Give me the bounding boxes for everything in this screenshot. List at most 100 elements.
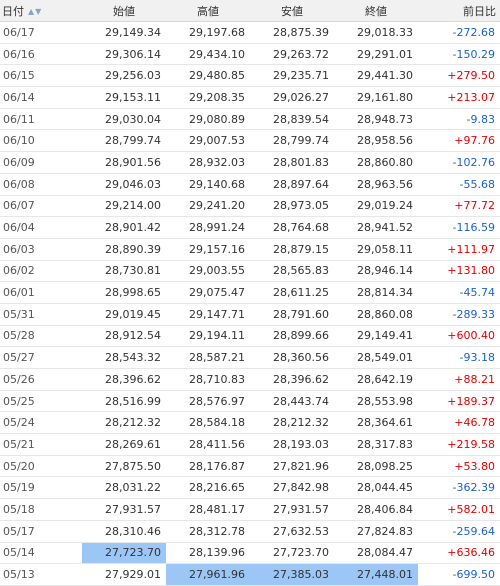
- date-cell[interactable]: 06/08: [0, 173, 82, 196]
- table-row[interactable]: 05/24 28,212.32 28,584.18 28,212.32 28,364.6…: [0, 411, 500, 435]
- close-price-cell[interactable]: 28,549.01: [334, 346, 418, 369]
- high-price-cell[interactable]: 28,932.03: [166, 151, 250, 174]
- date-cell[interactable]: 05/21: [0, 433, 82, 456]
- close-price-cell[interactable]: 28,941.52: [334, 216, 418, 239]
- open-price-cell[interactable]: 27,723.70: [82, 542, 166, 565]
- low-price-cell[interactable]: 27,931.57: [250, 498, 334, 521]
- date-cell[interactable]: 06/09: [0, 151, 82, 174]
- low-price-cell[interactable]: 28,897.64: [250, 173, 334, 196]
- open-price-cell[interactable]: 28,912.54: [82, 325, 166, 348]
- table-row[interactable]: 05/14 27,723.70 28,139.96 27,723.70 28,084.4…: [0, 542, 500, 565]
- high-price-cell[interactable]: 29,208.35: [166, 86, 250, 109]
- date-cell[interactable]: 05/18: [0, 498, 82, 521]
- date-cell[interactable]: 06/10: [0, 129, 82, 153]
- high-price-cell[interactable]: 29,080.89: [166, 108, 250, 131]
- sort-toggle-icon[interactable]: ▲▼: [28, 7, 42, 16]
- open-price-cell[interactable]: 29,019.45: [82, 303, 166, 326]
- close-price-cell[interactable]: 29,019.24: [334, 195, 418, 218]
- high-price-cell[interactable]: 29,194.11: [166, 325, 250, 348]
- change-cell[interactable]: -102.76: [418, 151, 500, 174]
- open-price-cell[interactable]: 29,214.00: [82, 195, 166, 218]
- high-price-cell[interactable]: 29,197.68: [166, 21, 250, 44]
- change-cell[interactable]: -699.50: [418, 563, 500, 586]
- change-cell[interactable]: -9.83: [418, 108, 500, 131]
- date-cell[interactable]: 05/19: [0, 476, 82, 500]
- high-price-cell[interactable]: 29,003.55: [166, 260, 250, 283]
- open-price-cell[interactable]: 28,998.65: [82, 281, 166, 304]
- open-price-cell[interactable]: 28,901.42: [82, 216, 166, 239]
- high-price-cell[interactable]: 29,480.85: [166, 64, 250, 88]
- table-row[interactable]: 06/01 28,998.65 29,075.47 28,611.25 28,814.3…: [0, 281, 500, 304]
- change-cell[interactable]: +88.21: [418, 368, 500, 391]
- table-row[interactable]: 06/15 29,256.03 29,480.85 29,235.71 29,441.3…: [0, 64, 500, 88]
- table-row[interactable]: 05/13 27,929.01 27,961.96 27,385.03 27,448.0…: [0, 563, 500, 586]
- low-price-cell[interactable]: 29,026.27: [250, 86, 334, 109]
- change-cell[interactable]: -289.33: [418, 303, 500, 326]
- low-price-cell[interactable]: 28,799.74: [250, 129, 334, 153]
- change-cell[interactable]: -93.18: [418, 346, 500, 369]
- table-row[interactable]: 06/03 28,890.39 29,157.16 28,879.15 29,058.1…: [0, 238, 500, 261]
- close-price-cell[interactable]: 28,814.34: [334, 281, 418, 304]
- table-row[interactable]: 05/28 28,912.54 29,194.11 28,899.66 29,149.4…: [0, 325, 500, 348]
- open-price-cell[interactable]: 28,031.22: [82, 476, 166, 500]
- date-cell[interactable]: 05/26: [0, 368, 82, 391]
- open-price-cell[interactable]: 28,799.74: [82, 129, 166, 153]
- close-price-cell[interactable]: 28,958.56: [334, 129, 418, 153]
- column-header-date[interactable]: 日付 ▲▼: [0, 0, 82, 22]
- date-cell[interactable]: 06/01: [0, 281, 82, 304]
- close-price-cell[interactable]: 28,364.61: [334, 411, 418, 435]
- high-price-cell[interactable]: 28,411.56: [166, 433, 250, 456]
- date-cell[interactable]: 05/24: [0, 411, 82, 435]
- low-price-cell[interactable]: 28,791.60: [250, 303, 334, 326]
- low-price-cell[interactable]: 28,443.74: [250, 390, 334, 413]
- table-row[interactable]: 06/11 29,030.04 29,080.89 28,839.54 28,948.7…: [0, 108, 500, 131]
- open-price-cell[interactable]: 29,030.04: [82, 108, 166, 131]
- high-price-cell[interactable]: 29,147.71: [166, 303, 250, 326]
- close-price-cell[interactable]: 28,406.84: [334, 498, 418, 521]
- sort-down-icon[interactable]: ▼: [35, 6, 43, 16]
- open-price-cell[interactable]: 28,310.46: [82, 520, 166, 543]
- table-row[interactable]: 06/08 29,046.03 29,140.68 28,897.64 28,963.5…: [0, 173, 500, 196]
- low-price-cell[interactable]: 27,385.03: [250, 563, 334, 586]
- open-price-cell[interactable]: 29,046.03: [82, 173, 166, 196]
- low-price-cell[interactable]: 27,723.70: [250, 542, 334, 565]
- change-cell[interactable]: -116.59: [418, 216, 500, 239]
- date-cell[interactable]: 06/03: [0, 238, 82, 261]
- high-price-cell[interactable]: 28,216.65: [166, 476, 250, 500]
- date-cell[interactable]: 05/28: [0, 325, 82, 348]
- low-price-cell[interactable]: 28,212.32: [250, 411, 334, 435]
- high-price-cell[interactable]: 28,481.17: [166, 498, 250, 521]
- table-row[interactable]: 05/25 28,516.99 28,576.97 28,443.74 28,553.9…: [0, 390, 500, 413]
- open-price-cell[interactable]: 29,153.11: [82, 86, 166, 109]
- close-price-cell[interactable]: 28,317.83: [334, 433, 418, 456]
- high-price-cell[interactable]: 29,157.16: [166, 238, 250, 261]
- low-price-cell[interactable]: 27,632.53: [250, 520, 334, 543]
- high-price-cell[interactable]: 29,241.20: [166, 195, 250, 218]
- date-cell[interactable]: 06/11: [0, 108, 82, 131]
- open-price-cell[interactable]: 28,730.81: [82, 260, 166, 283]
- close-price-cell[interactable]: 28,098.25: [334, 455, 418, 478]
- low-price-cell[interactable]: 28,973.05: [250, 195, 334, 218]
- open-price-cell[interactable]: 27,875.50: [82, 455, 166, 478]
- change-cell[interactable]: +189.37: [418, 390, 500, 413]
- table-row[interactable]: 05/19 28,031.22 28,216.65 27,842.98 28,044.4…: [0, 476, 500, 500]
- table-row[interactable]: 05/21 28,269.61 28,411.56 28,193.03 28,317.8…: [0, 433, 500, 456]
- change-cell[interactable]: +213.07: [418, 86, 500, 109]
- change-cell[interactable]: +600.40: [418, 325, 500, 348]
- change-cell[interactable]: +53.80: [418, 455, 500, 478]
- low-price-cell[interactable]: 28,764.68: [250, 216, 334, 239]
- change-cell[interactable]: +97.76: [418, 129, 500, 153]
- date-cell[interactable]: 06/04: [0, 216, 82, 239]
- open-price-cell[interactable]: 28,269.61: [82, 433, 166, 456]
- table-row[interactable]: 06/09 28,901.56 28,932.03 28,801.83 28,860.8…: [0, 151, 500, 174]
- table-row[interactable]: 06/02 28,730.81 29,003.55 28,565.83 28,946.1…: [0, 260, 500, 283]
- open-price-cell[interactable]: 28,543.32: [82, 346, 166, 369]
- table-row[interactable]: 06/17 29,149.34 29,197.68 28,875.39 29,018.3…: [0, 21, 500, 44]
- close-price-cell[interactable]: 29,058.11: [334, 238, 418, 261]
- close-price-cell[interactable]: 29,291.01: [334, 43, 418, 66]
- sort-up-icon[interactable]: ▲: [28, 6, 36, 16]
- low-price-cell[interactable]: 28,875.39: [250, 21, 334, 44]
- date-cell[interactable]: 05/20: [0, 455, 82, 478]
- close-price-cell[interactable]: 28,860.08: [334, 303, 418, 326]
- high-price-cell[interactable]: 28,710.83: [166, 368, 250, 391]
